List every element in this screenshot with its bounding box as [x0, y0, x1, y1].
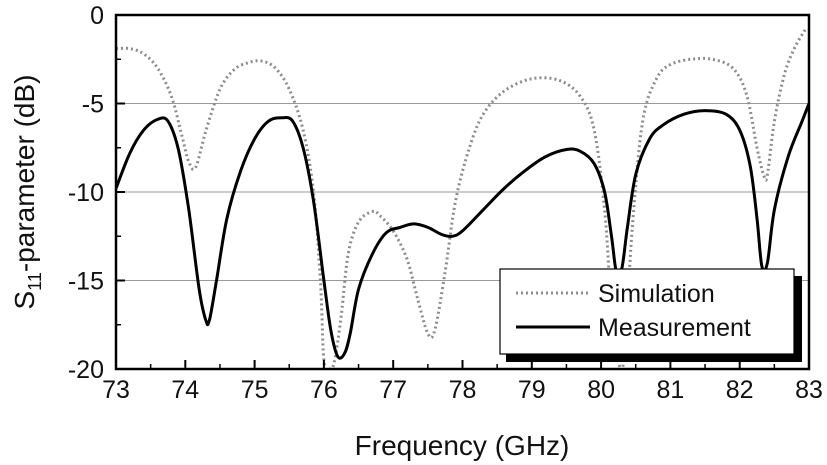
x-tick-label: 78 [449, 376, 477, 404]
series-line-measurement [116, 102, 809, 360]
series-line-simulation [116, 28, 807, 369]
x-tick-label: 73 [102, 376, 130, 404]
x-tick-label: 77 [379, 376, 407, 404]
legend-label-simulation: Simulation [598, 280, 715, 308]
x-axis-title: Frequency (GHz) [355, 430, 570, 461]
x-tick-label: 83 [795, 376, 823, 404]
y-tick-label: -5 [82, 91, 104, 119]
y-axis-title-subscript: 11 [25, 272, 45, 291]
y-tick-label: -15 [68, 268, 104, 296]
y-axis-title: S11-parameter (dB) [9, 75, 45, 310]
x-tick-label: 79 [518, 376, 546, 404]
x-tick-label: 75 [241, 376, 269, 404]
y-tick-label: -20 [68, 356, 104, 384]
x-tick-label: 80 [587, 376, 615, 404]
legend-box [499, 268, 795, 355]
x-tick-label: 76 [310, 376, 338, 404]
legend-label-measurement: Measurement [598, 314, 751, 342]
x-tick-label: 74 [171, 376, 199, 404]
series-group [116, 28, 809, 369]
y-tick-label: 0 [90, 2, 104, 30]
y-tick-label: -10 [68, 179, 104, 207]
x-tick-label: 81 [656, 376, 684, 404]
x-ticks: 73 74 75 76 77 78 79 80 81 82 83 [102, 360, 823, 404]
x-tick-label: 82 [726, 376, 754, 404]
legend: Simulation Measurement [499, 268, 802, 362]
y-ticks: 0 -5 -10 -15 -20 [68, 2, 125, 384]
